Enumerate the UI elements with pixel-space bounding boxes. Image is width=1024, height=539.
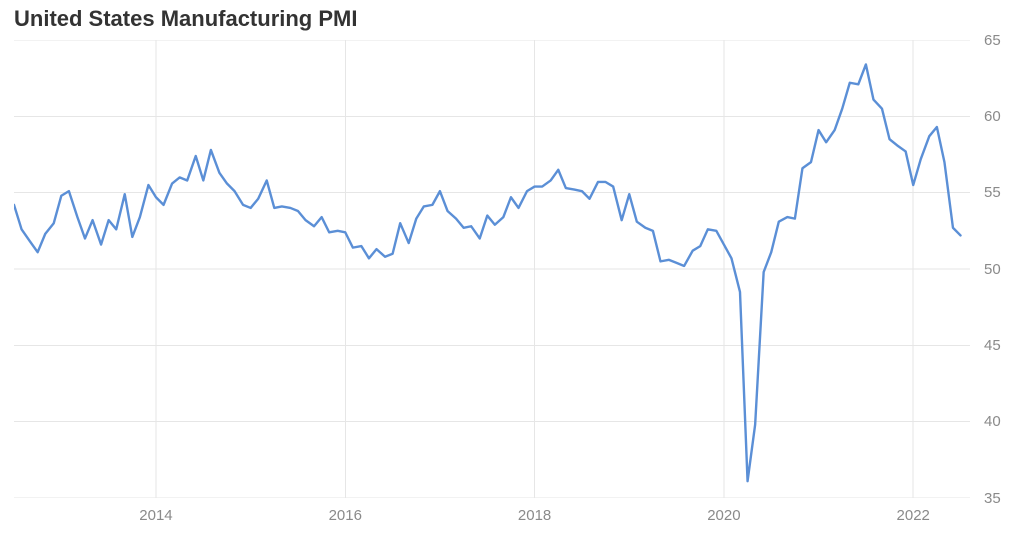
y-tick-label: 50 bbox=[984, 262, 1001, 277]
y-tick-label: 45 bbox=[984, 338, 1001, 353]
chart-container: United States Manufacturing PMI 35 40 45 50… bbox=[0, 0, 1024, 539]
x-tick-label: 2020 bbox=[707, 508, 740, 523]
y-tick-label: 60 bbox=[984, 109, 1001, 124]
x-tick-label: 2022 bbox=[897, 508, 930, 523]
y-tick-label: 55 bbox=[984, 185, 1001, 200]
x-tick-label: 2018 bbox=[518, 508, 551, 523]
y-tick-label: 65 bbox=[984, 33, 1001, 48]
chart-svg bbox=[14, 40, 970, 498]
y-tick-label: 40 bbox=[984, 414, 1001, 429]
x-tick-label: 2016 bbox=[329, 508, 362, 523]
x-tick-label: 2014 bbox=[139, 508, 172, 523]
y-tick-label: 35 bbox=[984, 491, 1001, 506]
chart-plot-area bbox=[14, 40, 970, 498]
chart-title: United States Manufacturing PMI bbox=[14, 6, 357, 32]
